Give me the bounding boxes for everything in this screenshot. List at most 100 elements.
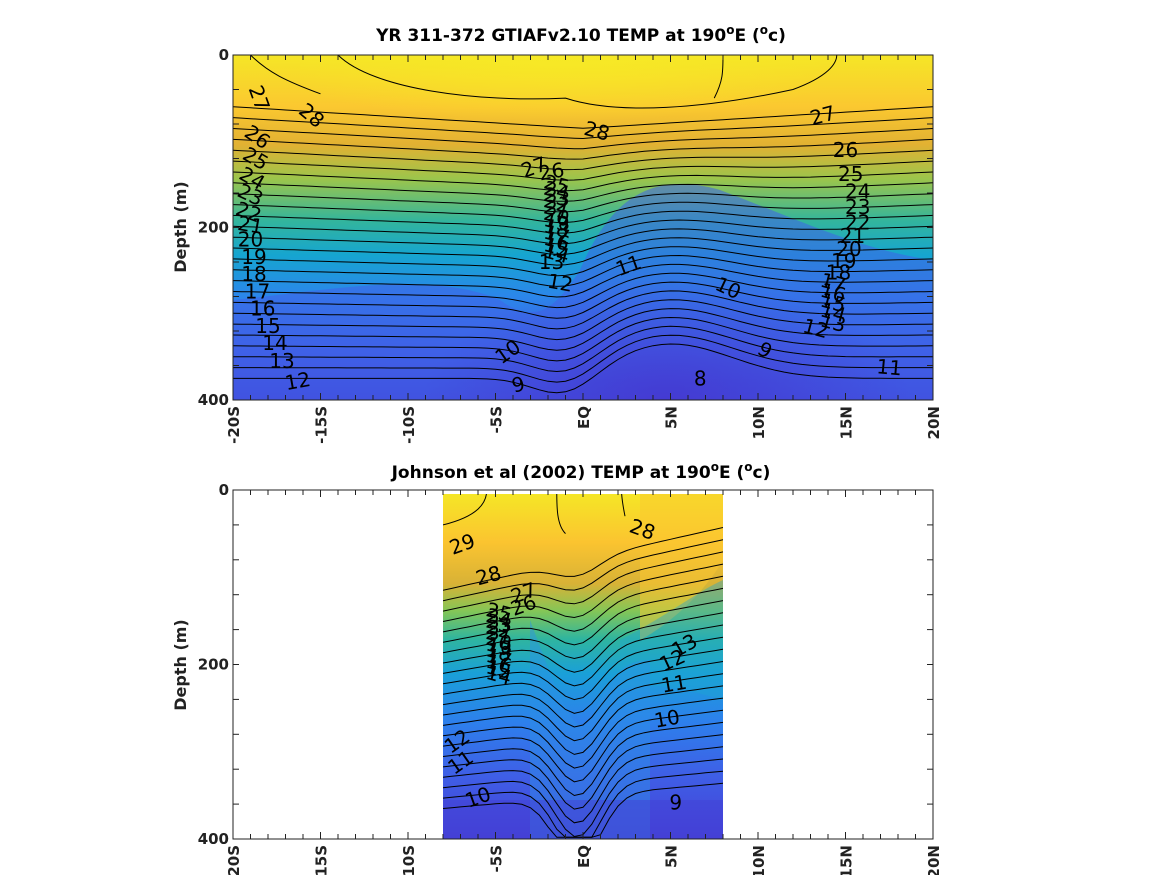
contour-label: 25: [838, 162, 863, 186]
contour-label: 19: [241, 245, 266, 269]
upper-axis-ticks: -20S -15S -10S -5S EQ 5N 10N 15N 20N 0 200 400: [198, 46, 943, 444]
x-tick-label: 15N: [838, 845, 856, 875]
x-tick-label: EQ: [575, 845, 593, 868]
contour-label: 19: [831, 249, 856, 273]
isotherm-line: [443, 563, 723, 622]
isotherm-line: [443, 624, 723, 687]
contour-label: 11: [876, 354, 903, 380]
contour-label: 18: [826, 260, 851, 284]
contour-label: 9: [509, 371, 528, 397]
contour-label: 26: [537, 157, 566, 185]
isotherm-line: [233, 210, 933, 234]
contour-label: 11: [659, 670, 688, 698]
isotherm-line: [233, 308, 933, 351]
isotherm-line: [233, 254, 933, 287]
isotherm-line: [233, 201, 933, 223]
isotherm-line: [443, 575, 723, 633]
isotherm-line: [443, 721, 723, 797]
x-tick-label: -10S: [400, 406, 418, 444]
contour-label: 13: [269, 349, 294, 373]
contour-label: 16: [250, 297, 275, 321]
upper-contour-panel: YR 311-372 GTIAFv2.10 TEMP at 190oE (oc)…: [171, 23, 943, 444]
y-tick-label: 200: [198, 656, 229, 674]
isotherm-line: [233, 182, 933, 202]
contour-label: 8: [694, 366, 707, 390]
contour-label: 12: [283, 367, 312, 395]
isotherm-line: [233, 138, 933, 160]
isotherm-line: [443, 685, 723, 755]
isotherm-line: [233, 325, 933, 373]
contour-label: 26: [833, 138, 858, 162]
isotherm-line: [443, 661, 723, 728]
x-tick-label: 10N: [750, 845, 768, 875]
isotherm-line: [337, 55, 838, 109]
upper-panel-title: YR 311-372 GTIAFv2.10 TEMP at 190oE (oc): [375, 23, 786, 46]
x-tick-label: -20S: [225, 406, 243, 444]
contour-label: 17: [245, 279, 270, 303]
y-tick-label: 400: [198, 391, 229, 409]
y-tick-label: 0: [219, 46, 229, 64]
lower-contour-panel: Johnson et al (2002) TEMP at 190oE (oc) …: [171, 460, 943, 875]
isotherm-line: [233, 160, 933, 181]
contour-label: 20: [836, 237, 861, 261]
isotherm-line: [233, 272, 933, 309]
y-tick-label: 0: [219, 481, 229, 499]
upper-y-axis-label: Depth (m): [171, 181, 190, 273]
isotherm-line: [443, 636, 723, 701]
isotherm-line: [443, 612, 723, 673]
isotherm-line: [233, 219, 933, 245]
isotherm-line: [443, 673, 723, 742]
contour-label: 13: [539, 250, 564, 274]
isotherm-line: [233, 299, 933, 341]
isotherm-line: [233, 228, 933, 255]
isotherm-line: [233, 106, 933, 129]
x-tick-label: -5S: [488, 406, 506, 433]
x-tick-label: 20N: [925, 406, 943, 439]
contour-label: 9: [669, 790, 682, 814]
lower-axis-ticks: -20S -15S -10S -5S EQ 5N 10N 15N 20N 0 200 400: [198, 481, 943, 875]
isotherm-line: [233, 290, 933, 330]
isotherm-line: [443, 734, 723, 810]
x-tick-label: 10N: [750, 406, 768, 439]
isotherm-line: [443, 551, 723, 612]
isotherm-line: [233, 237, 933, 266]
x-tick-label: EQ: [575, 406, 593, 429]
x-tick-label: 5N: [663, 845, 681, 868]
isotherm-line: [233, 263, 933, 298]
isotherm-line: [233, 334, 933, 383]
isotherm-line: [233, 128, 933, 150]
contour-label: 21: [840, 224, 865, 248]
y-tick-label: 400: [198, 830, 229, 848]
contour-label: 24: [845, 179, 870, 203]
x-tick-label: -10S: [400, 845, 418, 875]
isotherm-line: [233, 117, 933, 140]
contour-label: 20: [238, 228, 263, 252]
x-tick-label: -15S: [313, 406, 331, 444]
x-tick-label: 20N: [925, 845, 943, 875]
contour-label: 21: [236, 211, 265, 239]
isotherm-line: [443, 746, 723, 824]
x-tick-label: -15S: [313, 845, 331, 875]
x-tick-label: 5N: [663, 406, 681, 429]
contour-label: 14: [262, 331, 287, 355]
isotherm-line: [443, 600, 723, 660]
contour-label: 12: [546, 269, 575, 297]
isotherm-line: [443, 587, 723, 646]
isotherm-line: [233, 192, 933, 213]
contour-label: 22: [845, 210, 870, 234]
isotherm-line: [250, 55, 321, 95]
isotherm-line: [443, 697, 723, 769]
upper-contour-lines: [233, 55, 933, 394]
contour-label: 18: [241, 262, 266, 286]
isotherm-line: [556, 494, 566, 534]
isotherm-line: [233, 246, 933, 277]
lower-panel-title: Johnson et al (2002) TEMP at 190oE (oc): [391, 460, 771, 483]
isotherm-line: [443, 648, 723, 714]
isotherm-line: [233, 149, 933, 171]
isotherm-line: [233, 343, 933, 394]
contour-label: 15: [255, 314, 280, 338]
isotherm-line: [443, 539, 723, 602]
isotherm-line: [621, 494, 626, 517]
isotherm-line: [443, 527, 723, 591]
isotherm-line: [233, 281, 933, 319]
